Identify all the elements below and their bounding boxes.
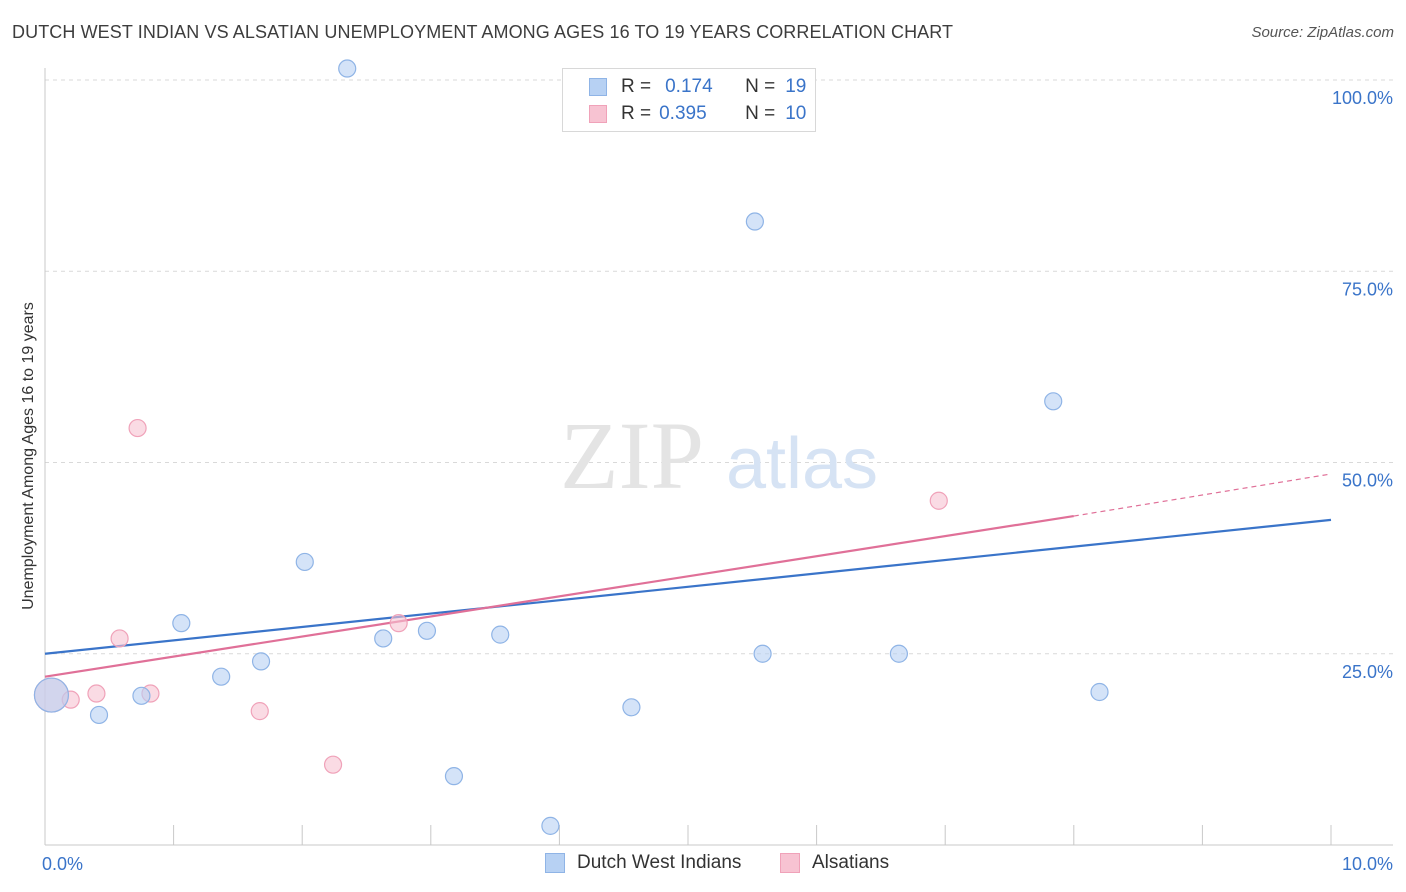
y-tick-label: 100.0% (1332, 88, 1393, 108)
pink-legend-swatch (780, 853, 800, 873)
trend-line-alsatians (44, 514, 1074, 678)
y-tick-label: 75.0% (1342, 279, 1393, 299)
pink-swatch (589, 105, 607, 123)
n-value: 19 (785, 76, 807, 97)
n-label: N = (745, 103, 776, 124)
point-dutch-west-indians (541, 816, 560, 835)
point-dutch-west-indians (491, 625, 510, 644)
blue-swatch (589, 78, 607, 96)
axis-layer (44, 68, 1393, 846)
stats-legend-row-pink: R = 0.395 N = 10 (589, 102, 806, 126)
point-alsatians (389, 614, 408, 633)
point-dutch-west-indians (444, 767, 464, 786)
points-layer (33, 59, 1109, 835)
y-axis-label: Unemployment Among Ages 16 to 19 years (20, 302, 37, 610)
point-alsatians (110, 629, 129, 648)
chart-title: DUTCH WEST INDIAN VS ALSATIAN UNEMPLOYME… (12, 22, 954, 42)
legend-item-alsatians: Alsatians (780, 852, 889, 874)
stats-legend: R = 0.174 N = 19 R = 0.395 N = 10 (562, 68, 816, 132)
trend-layer (44, 473, 1332, 678)
watermark-atlas: atlas (726, 424, 878, 504)
point-dutch-west-indians (889, 644, 909, 663)
point-dutch-west-indians (33, 677, 70, 713)
point-alsatians (929, 491, 948, 510)
point-dutch-west-indians (745, 212, 764, 231)
x-tick-label: 0.0% (42, 854, 83, 874)
point-dutch-west-indians (338, 59, 357, 78)
point-dutch-west-indians (1090, 682, 1109, 702)
point-dutch-west-indians (622, 698, 641, 717)
trend-line-dutch-west-indians (44, 518, 1332, 655)
tick-labels: 25.0% 50.0% 75.0% 100.0% 0.0% 10.0% (42, 88, 1393, 874)
r-label: R = (621, 76, 652, 97)
point-alsatians (250, 702, 269, 721)
r-value: 0.174 (665, 76, 713, 97)
point-dutch-west-indians (172, 614, 191, 633)
n-label: N = (745, 76, 776, 97)
series-legend: Dutch West Indians Alsatians (0, 852, 1406, 876)
x-tick-label: 10.0% (1342, 854, 1393, 874)
point-dutch-west-indians (295, 552, 314, 572)
legend-label-dutch-west-indians: Dutch West Indians (577, 852, 742, 873)
y-tick-label: 25.0% (1342, 662, 1393, 682)
point-dutch-west-indians (374, 629, 393, 648)
watermark-zip: ZIP (560, 402, 704, 509)
blue-legend-swatch (545, 853, 565, 873)
point-alsatians (323, 755, 343, 774)
n-value: 10 (785, 103, 807, 124)
r-label: R = (621, 103, 652, 124)
point-dutch-west-indians (753, 644, 772, 663)
legend-label-alsatians: Alsatians (812, 852, 890, 873)
grid-layer (45, 79, 1393, 655)
source-label: Source: ZipAtlas.com (1251, 24, 1394, 41)
point-alsatians (87, 684, 106, 703)
r-value: 0.395 (659, 103, 707, 124)
point-dutch-west-indians (132, 686, 151, 705)
watermark: ZIP atlas (560, 402, 878, 509)
y-tick-label: 50.0% (1342, 471, 1393, 491)
point-dutch-west-indians (417, 621, 437, 640)
point-dutch-west-indians (89, 705, 109, 725)
point-dutch-west-indians (1044, 392, 1063, 411)
point-dutch-west-indians (251, 652, 271, 671)
trend-line-alsatians-extension (1073, 473, 1332, 517)
legend-item-dutch-west-indians: Dutch West Indians (545, 852, 741, 874)
point-dutch-west-indians (212, 667, 231, 686)
stats-legend-row-blue: R = 0.174 N = 19 (589, 75, 806, 99)
point-alsatians (128, 418, 147, 438)
